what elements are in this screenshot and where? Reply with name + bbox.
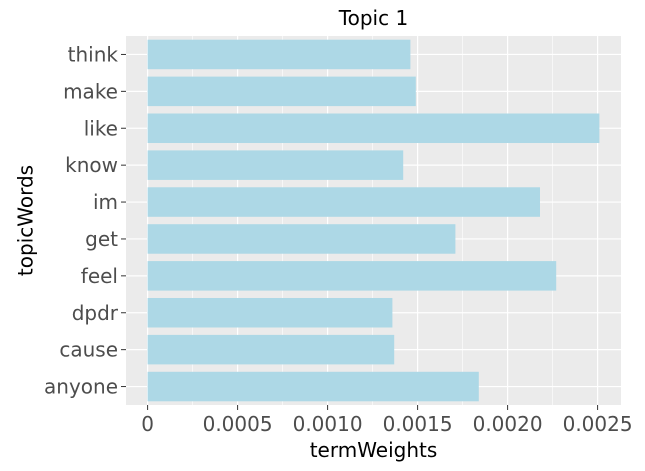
bar-cause (147, 334, 395, 365)
y-tick-label: like (84, 116, 118, 140)
bar-get (147, 224, 456, 254)
bar-im (147, 187, 540, 217)
x-tick-label: 0 (141, 412, 154, 436)
y-tick-label: feel (81, 264, 118, 288)
y-tick-label: know (65, 153, 118, 177)
y-axis: think make like know im get feel dpdr cause anyon… (44, 42, 126, 399)
x-axis-title: termWeights (310, 438, 438, 462)
y-tick-label: think (68, 42, 119, 66)
y-tick-label: dpdr (72, 301, 119, 325)
y-tick-label: make (63, 79, 118, 103)
x-tick-label: 0.0005 (203, 412, 273, 436)
bar-think (147, 39, 411, 70)
y-tick-label: anyone (44, 375, 118, 399)
bar-dpdr (147, 297, 393, 328)
chart-title: Topic 1 (338, 6, 408, 30)
bar-like (147, 113, 600, 144)
bar-make (147, 76, 416, 107)
x-tick-label: 0.0025 (563, 412, 633, 436)
x-tick-label: 0.0020 (473, 412, 543, 436)
bar-feel (147, 261, 557, 291)
bar-anyone (147, 371, 479, 402)
y-tick-label: cause (59, 338, 118, 362)
y-tick-label: im (93, 190, 118, 214)
y-tick-label: get (85, 227, 118, 251)
x-tick-label: 0.0010 (293, 412, 363, 436)
bars (147, 39, 600, 402)
y-axis-title: topicWords (14, 165, 38, 276)
x-axis: 0 0.0005 0.0010 0.0015 0.0020 0.0025 (141, 405, 633, 436)
bar-know (147, 150, 404, 180)
x-tick-label: 0.0015 (383, 412, 453, 436)
